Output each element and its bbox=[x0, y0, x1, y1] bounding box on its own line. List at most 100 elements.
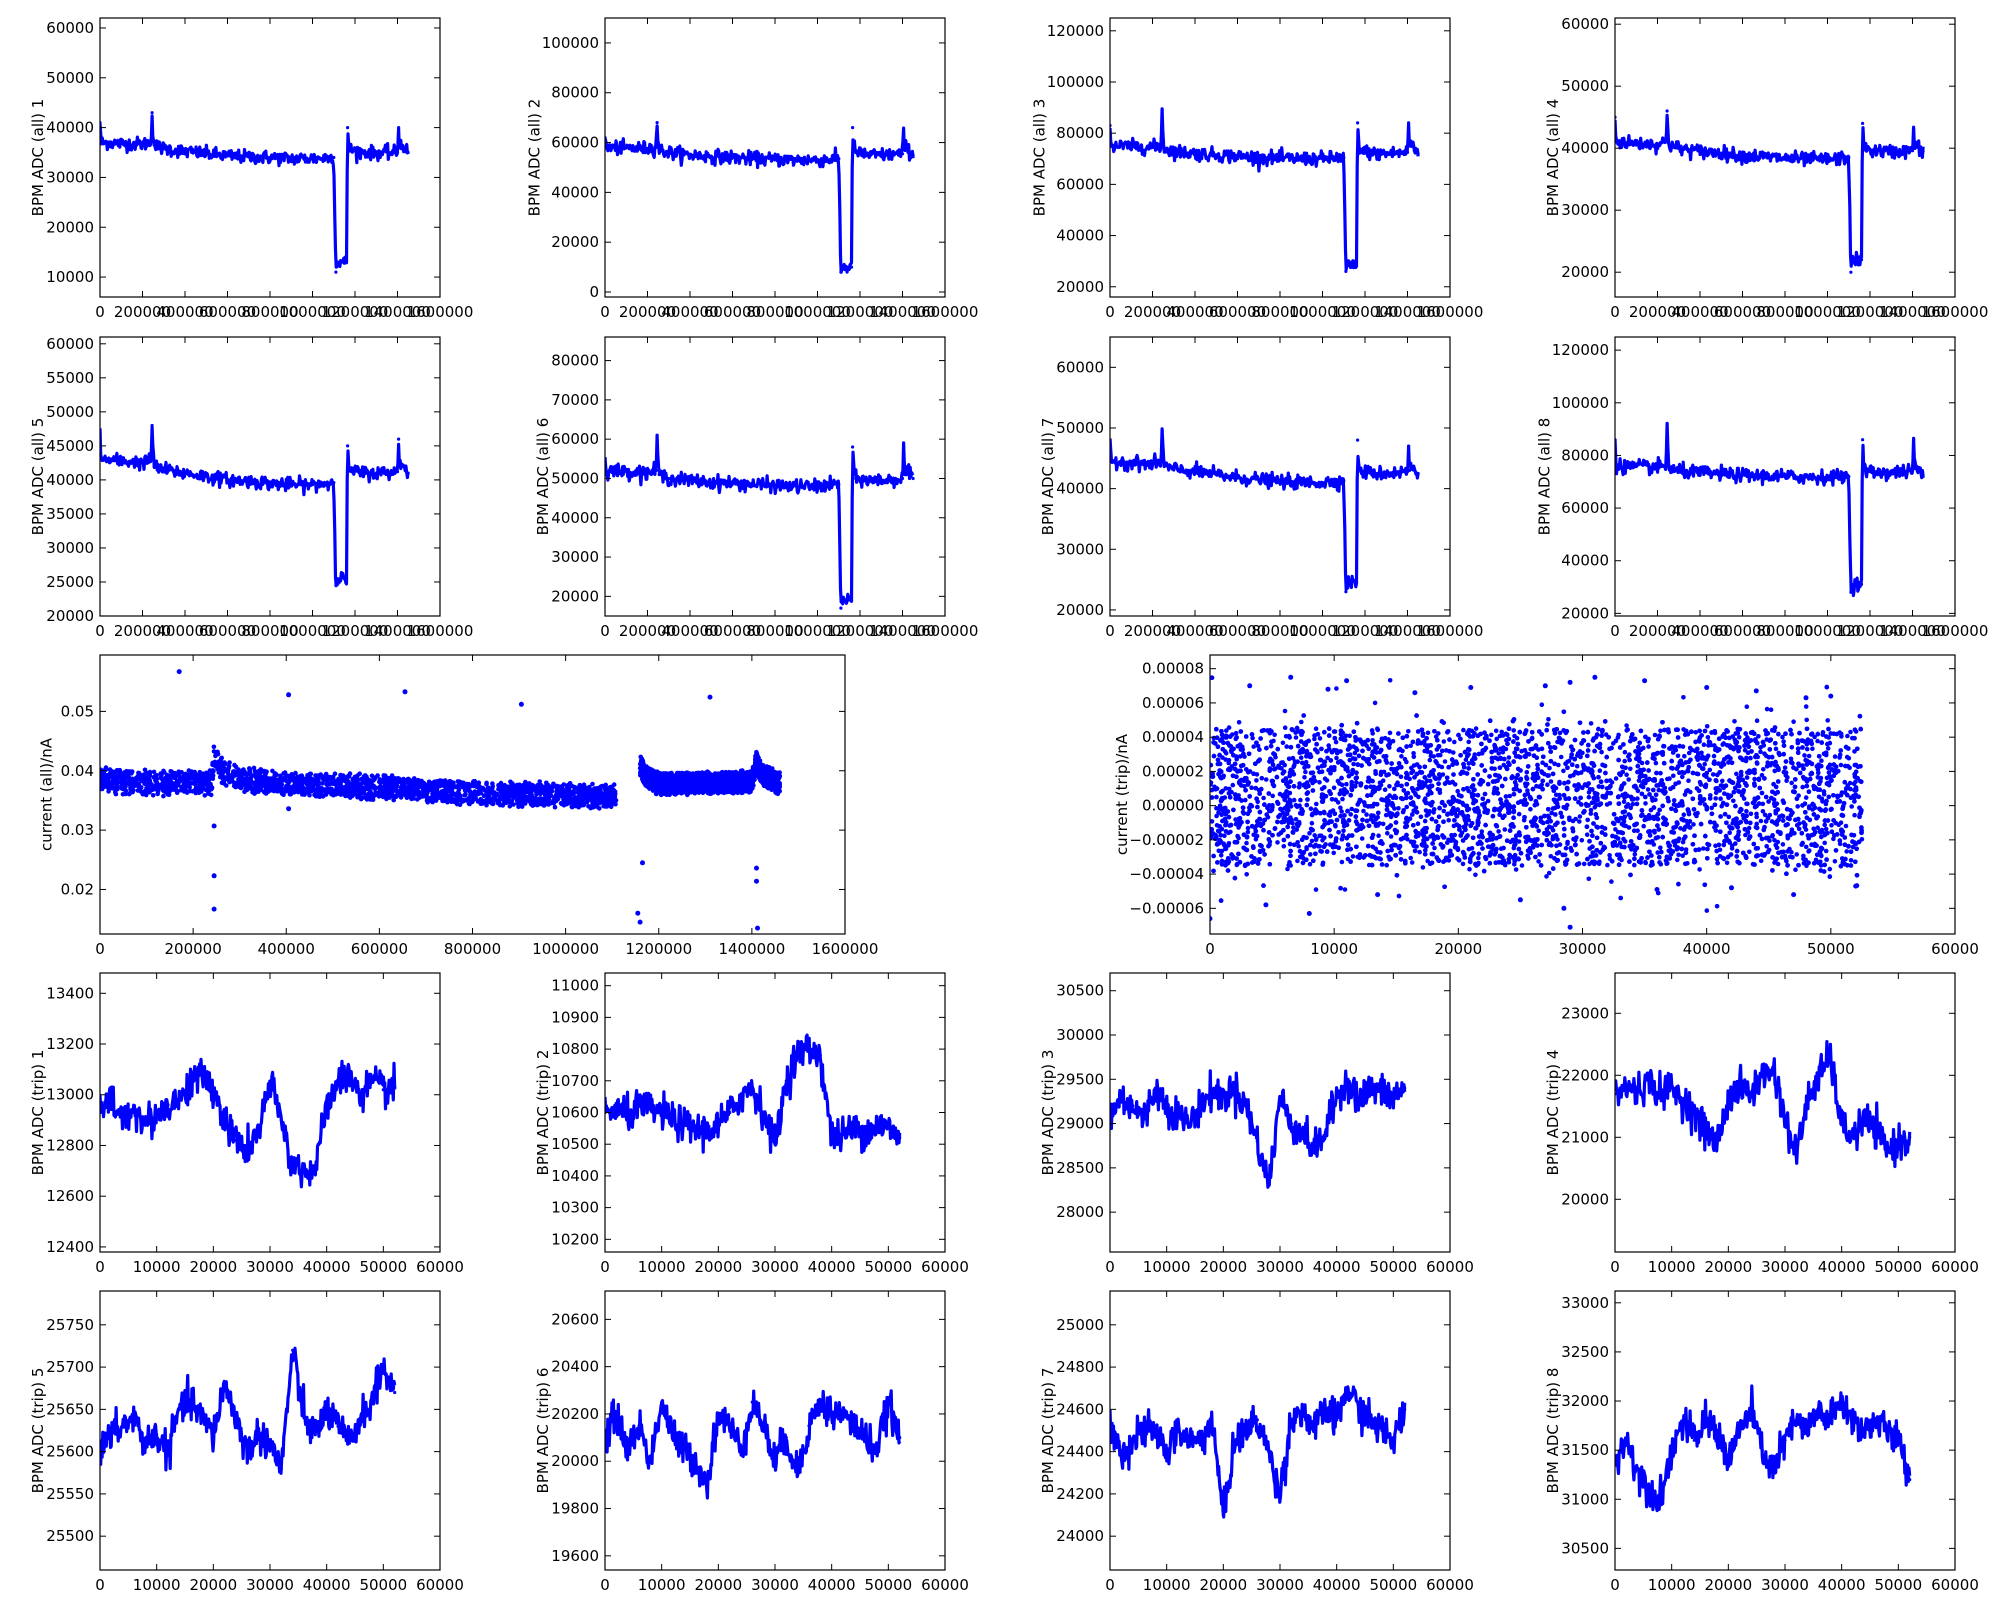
scatter-point bbox=[161, 793, 166, 799]
series-line-all7 bbox=[1110, 427, 1420, 592]
x-tick-label: 1200000 bbox=[1332, 622, 1399, 640]
scatter-point bbox=[183, 780, 189, 786]
scatter-point bbox=[209, 785, 215, 790]
data-point bbox=[397, 126, 401, 130]
data-point bbox=[204, 151, 208, 156]
panel-all8: 0 200000400000600000800000100000012000001… bbox=[1535, 336, 1988, 640]
data-point bbox=[1921, 474, 1925, 479]
data-point bbox=[225, 478, 230, 482]
data-point bbox=[1129, 144, 1133, 149]
scatter-point bbox=[571, 801, 577, 806]
scatter-point bbox=[175, 782, 180, 788]
x-tick-label: 600000 bbox=[1209, 303, 1266, 321]
data-point bbox=[904, 469, 908, 473]
data-point bbox=[152, 464, 156, 468]
data-point bbox=[1407, 121, 1411, 125]
scatter-point bbox=[440, 795, 446, 800]
data-point bbox=[332, 155, 336, 160]
data-point bbox=[1356, 438, 1360, 442]
scatter-point bbox=[253, 775, 259, 780]
scatter-point bbox=[170, 785, 175, 791]
y-axis-label: BPM ADC (all) 1 bbox=[29, 99, 47, 217]
data-point bbox=[1384, 152, 1388, 156]
scatter-point bbox=[142, 788, 148, 794]
scatter-point bbox=[323, 771, 329, 777]
data-point bbox=[837, 157, 841, 161]
data-point bbox=[1357, 465, 1361, 469]
data-point bbox=[1912, 438, 1916, 442]
data-point bbox=[709, 480, 713, 484]
y-tick-label: 40000 bbox=[1056, 480, 1104, 498]
data-point bbox=[1162, 146, 1166, 151]
data-point bbox=[1850, 582, 1854, 587]
scatter-point bbox=[740, 774, 745, 779]
x-tick-label: 400000 bbox=[156, 622, 213, 640]
scatter-point bbox=[520, 795, 525, 801]
data-point bbox=[1193, 152, 1197, 156]
scatter-point bbox=[439, 780, 444, 785]
x-tick-label: 0 bbox=[600, 303, 610, 321]
scatter-point bbox=[427, 782, 432, 787]
data-point bbox=[268, 481, 272, 485]
scatter-point bbox=[365, 784, 371, 789]
data-point bbox=[1664, 140, 1668, 144]
series-line-all4 bbox=[1615, 113, 1925, 268]
scatter-point bbox=[230, 773, 235, 779]
scatter-point bbox=[443, 785, 448, 790]
data-point bbox=[1698, 149, 1702, 153]
scatter-point bbox=[153, 783, 159, 788]
data-point bbox=[1357, 141, 1361, 145]
x-tick-label: 1400000 bbox=[869, 303, 936, 321]
scatter-point bbox=[586, 803, 591, 809]
data-point bbox=[1257, 477, 1261, 482]
data-point bbox=[1740, 473, 1745, 477]
y-tick-label: 30000 bbox=[1056, 540, 1104, 558]
data-point bbox=[344, 577, 349, 581]
scatter-point bbox=[435, 795, 440, 801]
x-tick-label: 0 bbox=[600, 622, 610, 640]
scatter-point bbox=[586, 787, 592, 792]
scatter-point bbox=[466, 801, 472, 806]
scatter-point bbox=[471, 783, 477, 789]
data-point bbox=[773, 483, 777, 488]
data-point bbox=[1359, 149, 1363, 153]
scatter-point bbox=[564, 785, 570, 791]
y-tick-label: 60000 bbox=[46, 19, 94, 37]
scatter-point bbox=[286, 780, 291, 785]
data-point bbox=[162, 468, 166, 472]
x-tick-label: 400000 bbox=[1671, 622, 1728, 640]
scatter-point bbox=[410, 780, 416, 786]
x-tick-label: 1200000 bbox=[322, 622, 389, 640]
x-tick-label: 1600000 bbox=[912, 303, 979, 321]
scatter-point bbox=[272, 772, 278, 777]
data-point bbox=[1861, 438, 1865, 442]
data-point bbox=[1159, 459, 1163, 463]
data-point bbox=[688, 478, 692, 482]
scatter-point bbox=[361, 774, 367, 779]
data-point bbox=[1408, 468, 1412, 472]
scatter-point bbox=[270, 768, 275, 774]
scatter-point bbox=[387, 793, 392, 799]
scatter-point bbox=[539, 790, 544, 796]
data-point bbox=[1320, 481, 1325, 485]
data-point bbox=[1864, 147, 1868, 151]
data-point bbox=[1129, 460, 1133, 465]
plot-area-all2 bbox=[605, 121, 915, 274]
data-point bbox=[364, 150, 368, 155]
scatter-point bbox=[420, 780, 426, 785]
plot-area-all4 bbox=[1615, 109, 1925, 274]
y-tick-label: 35000 bbox=[46, 505, 94, 523]
x-tick-label: 1000000 bbox=[1794, 622, 1861, 640]
scatter-point bbox=[748, 789, 753, 794]
scatter-point bbox=[265, 785, 270, 791]
data-point bbox=[140, 461, 145, 465]
y-tick-label: 20000 bbox=[1561, 263, 1609, 281]
data-point bbox=[119, 141, 123, 146]
x-tick-label: 1400000 bbox=[364, 622, 431, 640]
scatter-point bbox=[278, 773, 283, 779]
y-tick-label: 40000 bbox=[551, 183, 599, 201]
x-tick-label: 1600000 bbox=[1417, 303, 1484, 321]
scatter-point bbox=[346, 793, 351, 799]
scatter-point bbox=[556, 784, 561, 789]
scatter-point bbox=[295, 774, 301, 780]
